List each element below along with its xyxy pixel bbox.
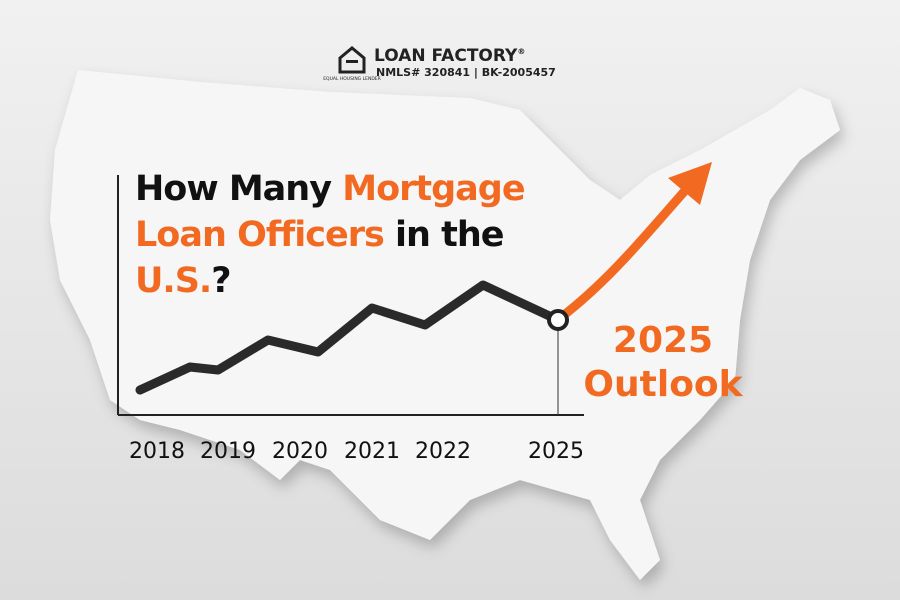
house-icon [338,46,366,74]
title-line: Loan Officers in the [135,215,504,255]
logo: EQUAL HOUSING LENDER LOAN FACTORY® NMLS#… [323,46,556,82]
title-segment: Mortgage [342,169,525,209]
current-point [547,309,569,331]
year-label: 2018 [129,439,185,464]
year-label: 2021 [344,439,400,464]
house-icon-bar [346,60,358,63]
title-line: How Many Mortgage [135,169,525,209]
logo-badge: EQUAL HOUSING LENDER [323,76,381,82]
outlook-year: 2025 [613,320,713,361]
title-segment: U.S. [135,261,211,301]
year-labels: 2018 2019 2020 2021 2022 2025 [129,439,584,464]
title-segment: How Many [135,169,342,209]
year-label: 2025 [528,439,584,464]
title-segment: Loan Officers [135,215,384,255]
title-line: U.S.? [135,261,231,301]
trend-line [135,280,563,395]
title-segment: in the [384,215,504,255]
logo-name-text: LOAN FACTORY [374,46,518,66]
title: How Many Mortgage Loan Officers in the U.S… [135,169,526,301]
title-segment: ? [211,261,230,301]
arrow-head [668,162,712,205]
year-label: 2019 [200,439,256,464]
logo-mark: ® [517,47,525,56]
logo-name: LOAN FACTORY® [374,46,525,66]
us-map [50,70,840,580]
year-label: 2020 [272,439,328,464]
outlook-arrow [555,180,695,323]
outlook-label: Outlook [583,364,743,405]
logo-license: NMLS# 320841 | BK-2005457 [376,66,556,79]
year-label: 2022 [415,439,471,464]
